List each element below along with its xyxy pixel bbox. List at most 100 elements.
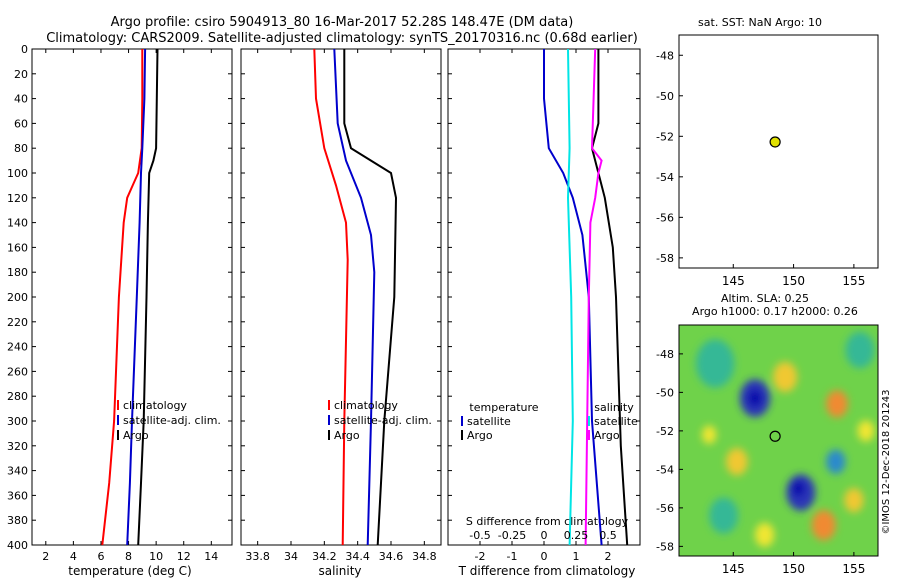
sla-title-2: Argo h1000: 0.17 h2000: 0.26 — [692, 305, 858, 318]
sla-anomaly — [792, 481, 805, 497]
depth-tick-label: 300 — [7, 415, 28, 428]
title-line-1: Argo profile: csiro 5904913_80 16-Mar-20… — [111, 15, 574, 30]
map-sst-ytick-label: -52 — [656, 130, 674, 143]
legend-diff-temp-title: temperature — [469, 401, 538, 414]
temp-xlabel: temperature (deg C) — [68, 564, 191, 578]
panel-diff-xtick-label: 0 — [541, 550, 548, 563]
sla-anomaly — [726, 448, 748, 476]
panel-temp-xtick-label: 2 — [42, 550, 49, 563]
diff-x2tick-label: 0.25 — [564, 529, 589, 542]
map-sla-ytick-label: -48 — [656, 348, 674, 361]
sla-anomaly — [709, 497, 739, 534]
panel-diff-xtick-label: -1 — [507, 550, 518, 563]
legend-sal-label: Argo — [334, 429, 360, 442]
depth-tick-label: 260 — [7, 365, 28, 378]
sla-field — [695, 331, 875, 547]
panel-diff-frame — [447, 48, 641, 546]
sla-anomaly — [826, 449, 846, 474]
series-diff-1 — [590, 49, 629, 546]
series-diff-2 — [566, 48, 574, 546]
sla-anomaly — [811, 510, 836, 541]
panel-sal-xtick-label: 34.2 — [312, 550, 337, 563]
diff-x2tick-label: 0 — [541, 529, 548, 542]
panel-temp-xtick-label: 14 — [204, 550, 218, 563]
sla-anomaly — [695, 339, 735, 388]
legend-sal-label: satellite-adj. clim. — [334, 414, 432, 427]
depth-tick-label: 200 — [7, 291, 28, 304]
map-sst-ytick-label: -58 — [656, 252, 674, 265]
series-diff-0 — [543, 49, 603, 546]
sal-xlabel: salinity — [318, 564, 361, 578]
sla-anomaly — [857, 420, 875, 442]
legend-temp-label: climatology — [123, 399, 187, 412]
diff-x2label: S difference from climatology — [466, 515, 629, 528]
panel-temp-frame — [31, 48, 233, 546]
diff-x2tick-label: 0.5 — [599, 529, 617, 542]
sla-anomaly — [748, 389, 762, 407]
depth-tick-label: 240 — [7, 341, 28, 354]
series-temp-0 — [101, 49, 144, 546]
map-sla-ytick-label: -54 — [656, 463, 674, 476]
depth-tick-label: 60 — [14, 117, 28, 130]
legend-diff-temp-label: Argo — [467, 429, 493, 442]
panel-sal-frame — [240, 48, 442, 546]
depth-tick-label: 400 — [7, 539, 28, 552]
panel-sal-xtick-label: 33.8 — [245, 550, 270, 563]
depth-tick-label: 80 — [14, 142, 28, 155]
title-line-2: Climatology: CARS2009. Satellite-adjuste… — [46, 31, 638, 46]
map-sla-ytick-label: -52 — [656, 425, 674, 438]
depth-tick-label: 340 — [7, 465, 28, 478]
sla-anomaly — [844, 488, 864, 513]
map-sst-ytick-label: -48 — [656, 49, 674, 62]
panel-temp-xtick-label: 12 — [177, 550, 191, 563]
sla-anomaly — [754, 522, 775, 547]
panel-sal-xtick-label: 34.4 — [345, 550, 370, 563]
depth-tick-label: 220 — [7, 316, 28, 329]
series-temp-2 — [137, 48, 159, 546]
sst-title: sat. SST: NaN Argo: 10 — [698, 16, 822, 29]
panel-sal-xtick-label: 34.8 — [412, 550, 437, 563]
map-sst-frame — [678, 34, 879, 269]
legend-temp-label: Argo — [123, 429, 149, 442]
map-sla-ytick-label: -56 — [656, 502, 674, 515]
legend-diff-sal-title: salinity — [594, 401, 634, 414]
depth-tick-label: 280 — [7, 390, 28, 403]
map-sla-xtick-label: 155 — [842, 562, 865, 576]
series-diff-3 — [584, 48, 603, 546]
depth-tick-label: 320 — [7, 440, 28, 453]
depth-tick-label: 20 — [14, 68, 28, 81]
legend-sal-label: climatology — [334, 399, 398, 412]
sla-anomaly — [826, 390, 848, 418]
legend-diff-temp-label: satellite — [467, 415, 511, 428]
legend-diff-sal-label: Argo — [594, 429, 620, 442]
argo-location-marker — [769, 136, 781, 148]
depth-tick-label: 180 — [7, 266, 28, 279]
panel-temp-xtick-label: 4 — [70, 550, 77, 563]
panel-temp-xtick-label: 8 — [125, 550, 132, 563]
depth-tick-label: 40 — [14, 93, 28, 106]
map-sla-xtick-label: 145 — [722, 562, 745, 576]
panel-temp-xtick-label: 10 — [149, 550, 163, 563]
sla-anomaly — [701, 425, 717, 444]
diff-x2tick-label: -0.5 — [469, 529, 490, 542]
series-sal-2 — [343, 49, 398, 546]
map-sla-xtick-label: 150 — [782, 562, 805, 576]
watermark: ©IMOS 12-Dec-2018 201243 — [881, 389, 892, 534]
depth-tick-label: 100 — [7, 167, 28, 180]
depth-tick-label: 360 — [7, 489, 28, 502]
diff-x2tick-label: -0.25 — [498, 529, 526, 542]
depth-tick-label: 140 — [7, 217, 28, 230]
panel-diff-xtick-label: 2 — [605, 550, 612, 563]
series-sal-0 — [313, 48, 349, 546]
series-sal-1 — [333, 48, 376, 546]
map-sla-frame — [678, 324, 879, 557]
panel-diff-xtick-label: -2 — [475, 550, 486, 563]
panel-sal-xtick-label: 34.6 — [379, 550, 404, 563]
depth-tick-label: 120 — [7, 192, 28, 205]
depth-tick-label: 380 — [7, 514, 28, 527]
depth-tick-label: 0 — [21, 43, 28, 56]
panel-sal-xtick-label: 34 — [284, 550, 298, 563]
panel-temp-xtick-label: 6 — [97, 550, 104, 563]
map-sst-ytick-label: -56 — [656, 211, 674, 224]
